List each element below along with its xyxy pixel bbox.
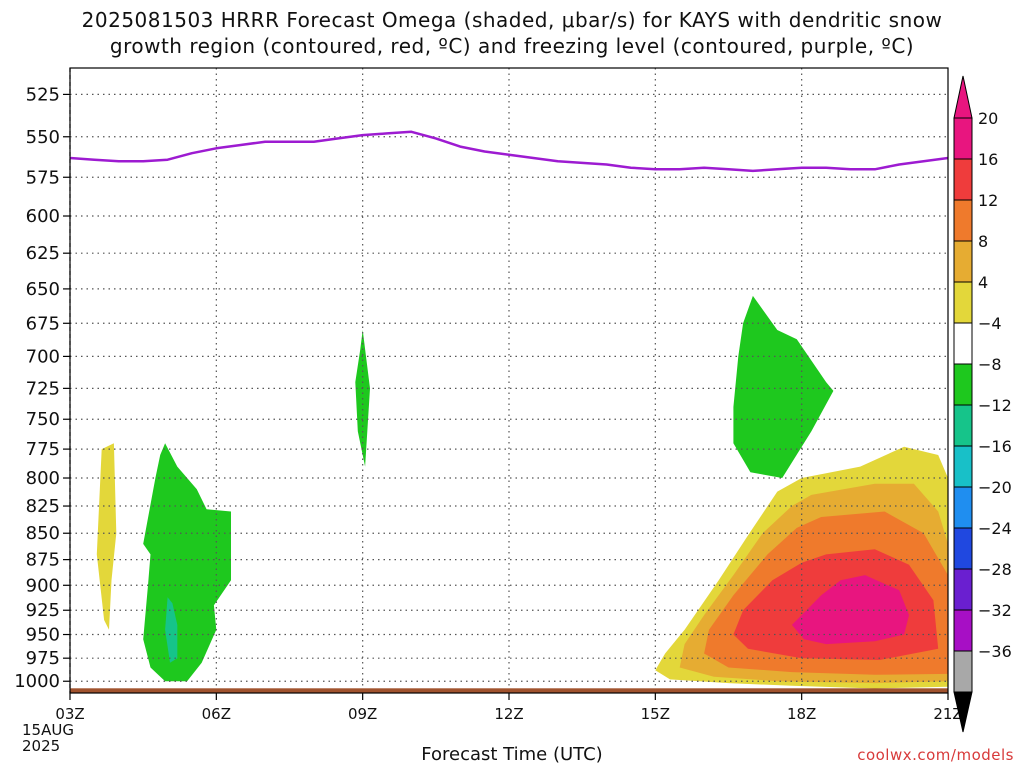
colorbar-swatch-4	[953, 281, 973, 324]
y-tick-label-675: 675	[26, 313, 60, 334]
colorbar-bottom-arrow	[953, 691, 973, 733]
x-tick-label-06Z: 06Z	[202, 705, 231, 723]
colorbar-label-9: −20	[978, 478, 1012, 497]
colorbar-swatch-3	[953, 240, 973, 283]
y-tick-label-775: 775	[26, 439, 60, 460]
colorbar-label-2: 12	[978, 191, 998, 210]
chart-title-line-1: 2025081503 HRRR Forecast Omega (shaded, …	[81, 8, 943, 32]
y-tick-label-725: 725	[26, 378, 60, 399]
colorbar-label-7: −12	[978, 396, 1012, 415]
start-date-year: 2025	[22, 737, 61, 755]
y-tick-label-950: 950	[26, 625, 60, 646]
omega-region-9	[791, 575, 909, 645]
omega-region-0	[96, 443, 117, 630]
colorbar-label-8: −16	[978, 437, 1012, 456]
colorbar-swatch-12	[953, 609, 973, 652]
colorbar-label-12: −32	[978, 601, 1012, 620]
y-tick-label-975: 975	[26, 648, 60, 669]
colorbar-label-13: −36	[978, 642, 1012, 661]
y-tick-label-750: 750	[26, 409, 60, 430]
chart-title-line-2: growth region (contoured, red, ºC) and f…	[109, 34, 915, 58]
x-tick-label-18Z: 18Z	[787, 705, 816, 723]
colorbar-swatch-13	[953, 650, 973, 693]
y-tick-label-800: 800	[26, 468, 60, 489]
y-tick-label-900: 900	[26, 575, 60, 596]
y-tick-label-600: 600	[26, 206, 60, 227]
colorbar-swatch-0	[953, 117, 973, 160]
x-tick-label-15Z: 15Z	[641, 705, 670, 723]
colorbar-swatch-11	[953, 568, 973, 611]
colorbar-label-5: −4	[978, 314, 1002, 333]
x-tick-label-09Z: 09Z	[348, 705, 377, 723]
colorbar-label-0: 20	[978, 109, 998, 128]
colorbar-swatch-8	[953, 445, 973, 488]
omega-region-1	[143, 443, 231, 682]
y-tick-label-550: 550	[26, 127, 60, 148]
colorbar-swatch-2	[953, 199, 973, 242]
colorbar-swatch-6	[953, 363, 973, 406]
start-date: 15AUG 2025	[22, 722, 74, 754]
freezing-level-line	[69, 130, 949, 173]
colorbar-label-11: −28	[978, 560, 1012, 579]
colorbar-top-arrow	[953, 75, 973, 119]
x-tick-label-03Z: 03Z	[55, 705, 84, 723]
start-date-day: 15AUG	[22, 721, 74, 739]
y-tick-label-850: 850	[26, 523, 60, 544]
colorbar-swatch-10	[953, 527, 973, 570]
surface-band	[70, 688, 948, 693]
colorbar-label-4: 4	[978, 273, 988, 292]
y-tick-label-925: 925	[26, 600, 60, 621]
colorbar-label-3: 8	[978, 232, 988, 251]
colorbar-label-1: 16	[978, 150, 998, 169]
colorbar-label-6: −8	[978, 355, 1002, 374]
colorbar-swatch-9	[953, 486, 973, 529]
colorbar-swatch-7	[953, 404, 973, 447]
colorbar-swatch-1	[953, 158, 973, 201]
x-axis-label: Forecast Time (UTC)	[421, 744, 603, 765]
y-tick-label-575: 575	[26, 167, 60, 188]
omega-region-4	[733, 295, 834, 478]
colorbar-swatch-5	[953, 322, 973, 365]
y-tick-label-525: 525	[26, 84, 60, 105]
y-tick-label-625: 625	[26, 243, 60, 264]
y-tick-label-875: 875	[26, 550, 60, 571]
x-tick-label-12Z: 12Z	[494, 705, 523, 723]
y-tick-label-825: 825	[26, 496, 60, 517]
x-tick-label-21Z: 21Z	[933, 705, 962, 723]
colorbar-label-10: −24	[978, 519, 1012, 538]
credit-text: coolwx.com/models	[857, 746, 1014, 764]
y-tick-label-1000: 1000	[14, 671, 60, 692]
y-tick-label-700: 700	[26, 346, 60, 367]
omega-region-2	[165, 597, 178, 663]
y-tick-label-650: 650	[26, 279, 60, 300]
